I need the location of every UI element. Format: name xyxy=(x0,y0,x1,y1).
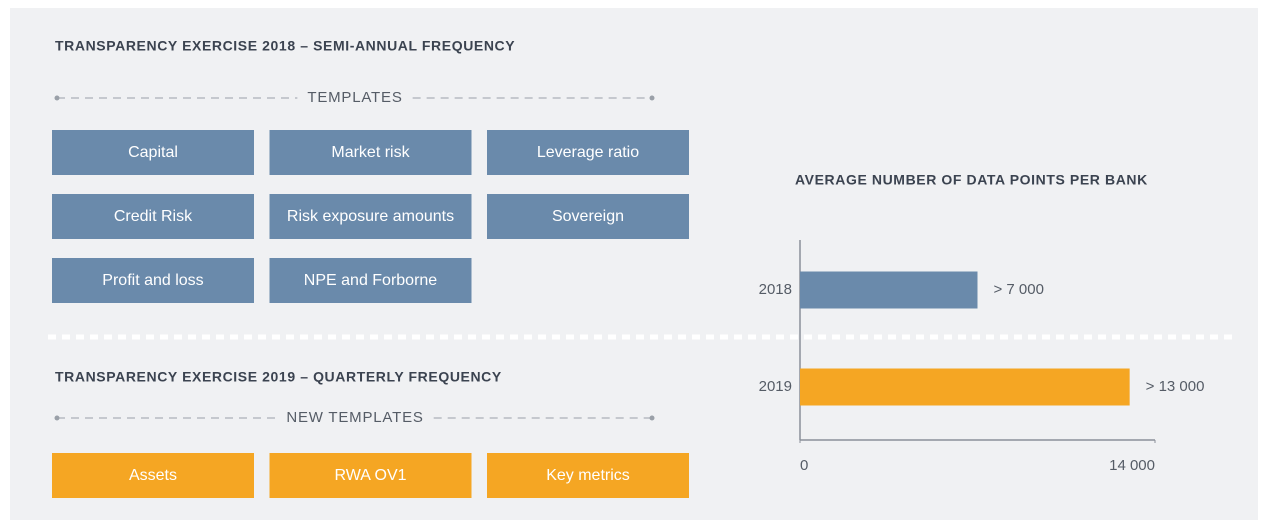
template-box xyxy=(269,258,472,303)
template-name: Risk exposure amounts xyxy=(287,208,454,225)
chart-title: AVERAGE NUMBER OF DATA POINTS PER BANK xyxy=(795,172,1148,188)
section-title: TRANSPARENCY EXERCISE 2018 – SEMI-ANNUAL… xyxy=(55,38,515,54)
template-box xyxy=(269,130,472,175)
template-label: TEMPLATES xyxy=(307,89,402,106)
x-tick-label: 0 xyxy=(800,457,808,474)
template-box xyxy=(52,194,254,239)
value-label: > 13 000 xyxy=(1146,378,1205,395)
category-label: 2019 xyxy=(759,378,792,395)
template-name: RWA OV1 xyxy=(334,467,406,484)
section-title: TRANSPARENCY EXERCISE 2019 – QUARTERLY F… xyxy=(55,369,502,385)
template-name: Market risk xyxy=(331,144,410,161)
dot xyxy=(649,415,655,421)
template-name: Profit and loss xyxy=(102,272,203,289)
template-name: NPE and Forborne xyxy=(304,272,438,289)
dot xyxy=(649,95,655,101)
template-box xyxy=(52,130,254,175)
dot xyxy=(54,95,60,101)
x-tick-label: 14 000 xyxy=(1109,457,1155,474)
bar xyxy=(800,271,978,309)
value-label: > 7 000 xyxy=(994,281,1044,298)
dot xyxy=(54,415,60,421)
template-box xyxy=(52,453,254,498)
template-box xyxy=(269,194,472,239)
template-name: Leverage ratio xyxy=(537,144,639,161)
template-box xyxy=(487,453,689,498)
template-name: Sovereign xyxy=(552,208,624,225)
template-box xyxy=(269,453,472,498)
template-box xyxy=(52,258,254,303)
bar xyxy=(800,368,1130,406)
template-box xyxy=(487,130,689,175)
template-name: Capital xyxy=(128,144,178,161)
template-name: Key metrics xyxy=(546,467,630,484)
category-label: 2018 xyxy=(759,281,792,298)
template-name: Assets xyxy=(129,467,177,484)
template-label: NEW TEMPLATES xyxy=(286,409,423,426)
template-name: Credit Risk xyxy=(114,208,193,225)
template-box xyxy=(487,194,689,239)
